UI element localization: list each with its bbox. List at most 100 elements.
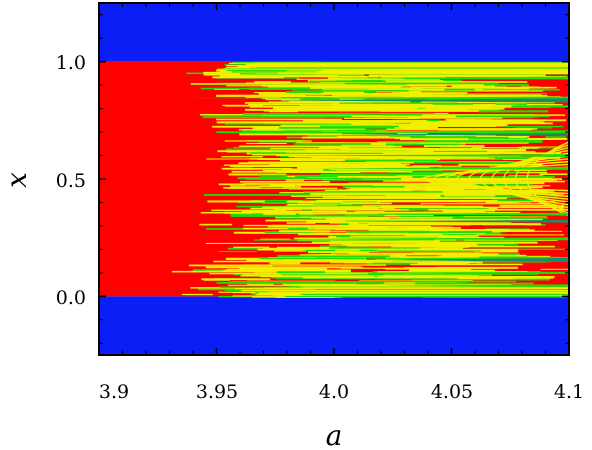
chaos-streak — [217, 150, 334, 152]
chaos-streak — [410, 136, 477, 139]
chaos-streak — [250, 200, 303, 202]
chaos-streak — [439, 240, 537, 243]
chaos-streak — [235, 121, 261, 124]
chaos-streak — [429, 140, 541, 142]
chaos-streak — [451, 229, 535, 232]
chaos-streak — [490, 84, 529, 87]
chaos-streak — [403, 96, 539, 98]
chaos-streak — [428, 208, 569, 211]
y-tick-label: 0.5 — [56, 170, 86, 192]
chaos-streak — [291, 195, 439, 197]
chaos-streak — [272, 121, 432, 123]
chaos-streak — [386, 128, 533, 130]
chaos-streak — [203, 73, 273, 76]
chaos-streak — [307, 228, 383, 230]
chaos-streak — [298, 184, 404, 186]
chaos-streak — [288, 227, 314, 230]
edge-streak — [252, 62, 569, 64]
chaos-streak — [455, 115, 550, 118]
chaos-streak — [440, 94, 542, 96]
chaos-streak — [364, 220, 512, 223]
edge-streak — [286, 70, 569, 72]
window-band — [298, 237, 569, 241]
chaos-streak — [350, 235, 479, 237]
chaos-streak — [281, 147, 316, 150]
chaos-streak — [394, 253, 469, 256]
chaos-streak — [498, 253, 520, 256]
chaos-streak — [379, 284, 500, 286]
chaos-streak — [259, 185, 293, 188]
chaos-streak — [361, 177, 491, 180]
chaos-streak — [239, 267, 328, 270]
chaos-streak — [300, 147, 349, 150]
edge-streak — [231, 62, 569, 64]
chaos-streak — [383, 274, 493, 276]
chaos-streak — [364, 120, 401, 123]
chaos-streak — [425, 194, 445, 197]
chaos-streak — [269, 110, 298, 113]
chaos-streak — [289, 162, 325, 165]
chaos-streak — [478, 110, 549, 113]
chaos-streak — [302, 249, 444, 252]
window-band — [310, 167, 569, 170]
chaos-streak — [265, 219, 346, 222]
edge-streak — [300, 293, 569, 296]
edge-streak — [225, 68, 569, 70]
chaos-streak — [407, 230, 493, 234]
chaos-streak — [345, 230, 430, 233]
chaos-streak — [264, 109, 420, 112]
chaos-streak — [218, 250, 257, 253]
chaos-streak — [330, 262, 373, 264]
chaos-streak — [242, 112, 375, 115]
chaos-streak — [480, 119, 567, 122]
chaos-streak — [303, 276, 464, 279]
chaos-streak — [337, 204, 363, 207]
chaos-streak — [453, 120, 509, 122]
chaos-streak — [244, 224, 369, 227]
chaos-streak — [286, 222, 316, 224]
chaos-streak — [286, 133, 317, 136]
chaos-streak — [247, 161, 411, 164]
chaos-streak — [418, 192, 480, 195]
chaos-streak — [200, 212, 313, 214]
window-band — [181, 96, 569, 100]
chaos-streak — [413, 124, 508, 127]
chaos-streak — [495, 103, 527, 106]
chaos-streak — [257, 248, 385, 251]
chaos-streak — [372, 102, 458, 104]
chaos-streak — [504, 125, 564, 128]
chaos-streak — [340, 219, 421, 221]
chaos-streak — [425, 107, 462, 109]
chaos-streak — [413, 161, 537, 164]
chaos-streak — [259, 176, 288, 179]
chaos-streak — [275, 171, 361, 173]
chaos-streak — [511, 105, 569, 108]
chaos-streak — [417, 262, 469, 265]
edge-streak — [241, 289, 569, 292]
chaos-streak — [256, 145, 391, 147]
window-band — [334, 76, 569, 80]
chaos-streak — [295, 101, 439, 104]
chaos-streak — [296, 78, 440, 80]
chaos-streak — [340, 143, 413, 146]
chaos-streak — [336, 168, 480, 171]
chaos-streak — [411, 149, 496, 151]
chaos-streak — [199, 223, 233, 226]
chaos-streak — [245, 82, 290, 85]
edge-streak — [249, 67, 569, 69]
chaos-streak — [320, 245, 371, 247]
chaos-streak — [430, 199, 498, 202]
chaos-streak — [334, 178, 402, 180]
chaos-streak — [321, 183, 482, 185]
chaos-streak — [487, 283, 512, 286]
chaos-streak — [344, 202, 392, 205]
chaos-streak — [367, 223, 526, 225]
y-tick-label: 0.0 — [56, 287, 86, 309]
chaos-streak — [282, 163, 410, 165]
chaos-streak — [423, 144, 485, 147]
chaos-streak — [240, 180, 330, 183]
chaos-streak — [221, 167, 293, 170]
chaos-streak — [446, 76, 567, 78]
edge-streak — [226, 65, 569, 67]
chaos-streak — [294, 155, 398, 158]
